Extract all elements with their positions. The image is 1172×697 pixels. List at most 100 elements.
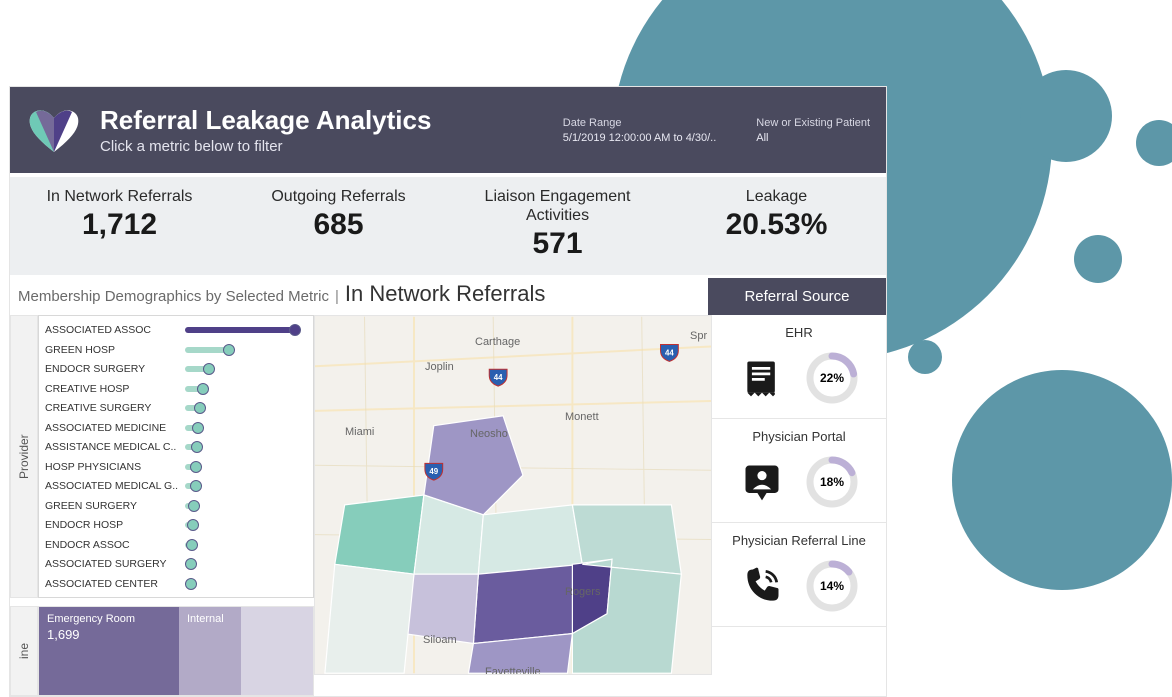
axis-label-line: ine	[10, 606, 38, 696]
provider-row[interactable]: ENDOCR SURGERY	[45, 359, 307, 379]
referral-source-panel: EHR 22% Physician Portal 18% Physician R…	[712, 315, 886, 696]
treemap-cell-rest[interactable]	[241, 607, 313, 695]
metric-card[interactable]: In Network Referrals 1,712	[10, 177, 229, 275]
map-city-label: Miami	[345, 426, 374, 438]
filter-label: New or Existing Patient	[756, 117, 870, 129]
provider-bar	[185, 441, 307, 453]
referral-source-card[interactable]: EHR 22%	[712, 315, 886, 419]
map-city-label: Joplin	[425, 361, 454, 373]
map-column: 44 44 49 CarthageSprJoplinMonettMiamiNeo…	[314, 315, 712, 696]
provider-bar-chart[interactable]: ASSOCIATED ASSOC GREEN HOSP ENDOCR SURGE…	[38, 315, 314, 598]
provider-bar	[185, 363, 307, 375]
provider-bar	[185, 383, 307, 395]
referral-source-header: Referral Source	[708, 278, 886, 315]
svg-text:44: 44	[665, 349, 674, 358]
provider-bar	[185, 461, 307, 473]
provider-row[interactable]: GREEN HOSP	[45, 340, 307, 360]
metric-card[interactable]: Outgoing Referrals 685	[229, 177, 448, 275]
metrics-row: In Network Referrals 1,712Outgoing Refer…	[10, 173, 886, 275]
filter-value: 5/1/2019 12:00:00 AM to 4/30/..	[563, 132, 717, 144]
provider-row[interactable]: ASSOCIATED ASSOC	[45, 320, 307, 340]
donut-chart: 18%	[806, 456, 858, 508]
provider-row[interactable]: ASSOCIATED MEDICINE	[45, 418, 307, 438]
metric-label: Outgoing Referrals	[235, 187, 442, 206]
provider-row[interactable]: ENDOCR HOSP	[45, 515, 307, 535]
provider-bar	[185, 344, 307, 356]
provider-bar	[185, 402, 307, 414]
map-city-label: Spr	[690, 330, 707, 342]
treemap-cell-sub[interactable]: Internal	[179, 607, 241, 695]
provider-bar	[185, 324, 307, 336]
source-title: Physician Referral Line	[720, 533, 878, 548]
provider-name: ENDOCR HOSP	[45, 519, 185, 531]
separator: |	[335, 288, 339, 305]
provider-name: CREATIVE SURGERY	[45, 402, 185, 414]
provider-row[interactable]: ENDOCR ASSOC	[45, 535, 307, 555]
provider-bar	[185, 500, 307, 512]
source-title: EHR	[720, 325, 878, 340]
bg-decor-circle	[908, 340, 942, 374]
map-region[interactable]	[473, 565, 582, 644]
map-region[interactable]	[478, 505, 582, 574]
metric-label: Leakage	[673, 187, 880, 206]
provider-name: CREATIVE HOSP	[45, 383, 185, 395]
donut-chart: 14%	[806, 560, 858, 612]
bg-decor-circle	[1136, 120, 1172, 166]
treemap-cell-main[interactable]: Emergency Room 1,699	[39, 607, 179, 695]
selected-metric-name: In Network Referrals	[345, 281, 546, 307]
provider-name: ASSOCIATED SURGERY	[45, 558, 185, 570]
axis-label-provider: Provider	[10, 315, 38, 598]
provider-bar	[185, 539, 307, 551]
svg-text:44: 44	[494, 374, 503, 383]
logo-heart-icon	[26, 106, 82, 154]
provider-row[interactable]: GREEN SURGERY	[45, 496, 307, 516]
provider-bar	[185, 519, 307, 531]
provider-row[interactable]: CREATIVE HOSP	[45, 379, 307, 399]
page-subtitle: Click a metric below to filter	[100, 138, 563, 155]
metric-value: 20.53%	[673, 208, 880, 242]
provider-row[interactable]: ASSOCIATED SURGERY	[45, 554, 307, 574]
provider-bar	[185, 480, 307, 492]
provider-row[interactable]: ASSOCIATED MEDICAL G..	[45, 476, 307, 496]
metric-card[interactable]: Liaison Engagement Activities 571	[448, 177, 667, 275]
metric-label: In Network Referrals	[16, 187, 223, 206]
provider-bar	[185, 558, 307, 570]
filter-patient-type[interactable]: New or Existing Patient All	[756, 117, 870, 144]
provider-name: HOSP PHYSICIANS	[45, 461, 185, 473]
dashboard-window: Referral Leakage Analytics Click a metri…	[9, 86, 887, 697]
choropleth-map[interactable]: 44 44 49 CarthageSprJoplinMonettMiamiNeo…	[314, 315, 712, 675]
section-title: Membership Demographics by Selected Metr…	[10, 275, 886, 315]
provider-row[interactable]: CREATIVE SURGERY	[45, 398, 307, 418]
provider-bar	[185, 422, 307, 434]
section-title-prefix: Membership Demographics by Selected Metr…	[18, 288, 329, 305]
metric-card[interactable]: Leakage 20.53%	[667, 177, 886, 275]
map-city-label: Neosho	[470, 428, 508, 440]
donut-value: 22%	[820, 371, 844, 385]
filter-date-range[interactable]: Date Range 5/1/2019 12:00:00 AM to 4/30/…	[563, 117, 717, 144]
treemap-label: Internal	[187, 613, 233, 625]
map-region[interactable]	[335, 495, 424, 574]
map-city-label: Monett	[565, 411, 599, 423]
person-pin-icon	[740, 460, 784, 504]
provider-name: ASSOCIATED MEDICAL G..	[45, 480, 185, 492]
donut-value: 18%	[820, 475, 844, 489]
metric-label: Liaison Engagement Activities	[454, 187, 661, 225]
referral-source-card[interactable]: Physician Referral Line 14%	[712, 523, 886, 627]
provider-name: ASSOCIATED ASSOC	[45, 324, 185, 336]
dashboard-header: Referral Leakage Analytics Click a metri…	[10, 87, 886, 173]
metric-value: 685	[235, 208, 442, 242]
donut-chart: 22%	[806, 352, 858, 404]
provider-row[interactable]: ASSISTANCE MEDICAL C..	[45, 437, 307, 457]
source-title: Physician Portal	[720, 429, 878, 444]
bg-decor-circle	[1074, 235, 1122, 283]
referral-source-card[interactable]: Physician Portal 18%	[712, 419, 886, 523]
donut-value: 14%	[820, 579, 844, 593]
provider-row[interactable]: HOSP PHYSICIANS	[45, 457, 307, 477]
treemap-label: Emergency Room	[47, 613, 171, 625]
treemap-chart[interactable]: Emergency Room 1,699 Internal	[38, 606, 314, 696]
left-column: Provider ASSOCIATED ASSOC GREEN HOSP END…	[10, 315, 314, 696]
map-city-label: Rogers	[565, 586, 600, 598]
map-region[interactable]	[325, 565, 414, 674]
map-city-label: Fayetteville	[485, 666, 541, 675]
provider-row[interactable]: ASSOCIATED CENTER	[45, 574, 307, 594]
